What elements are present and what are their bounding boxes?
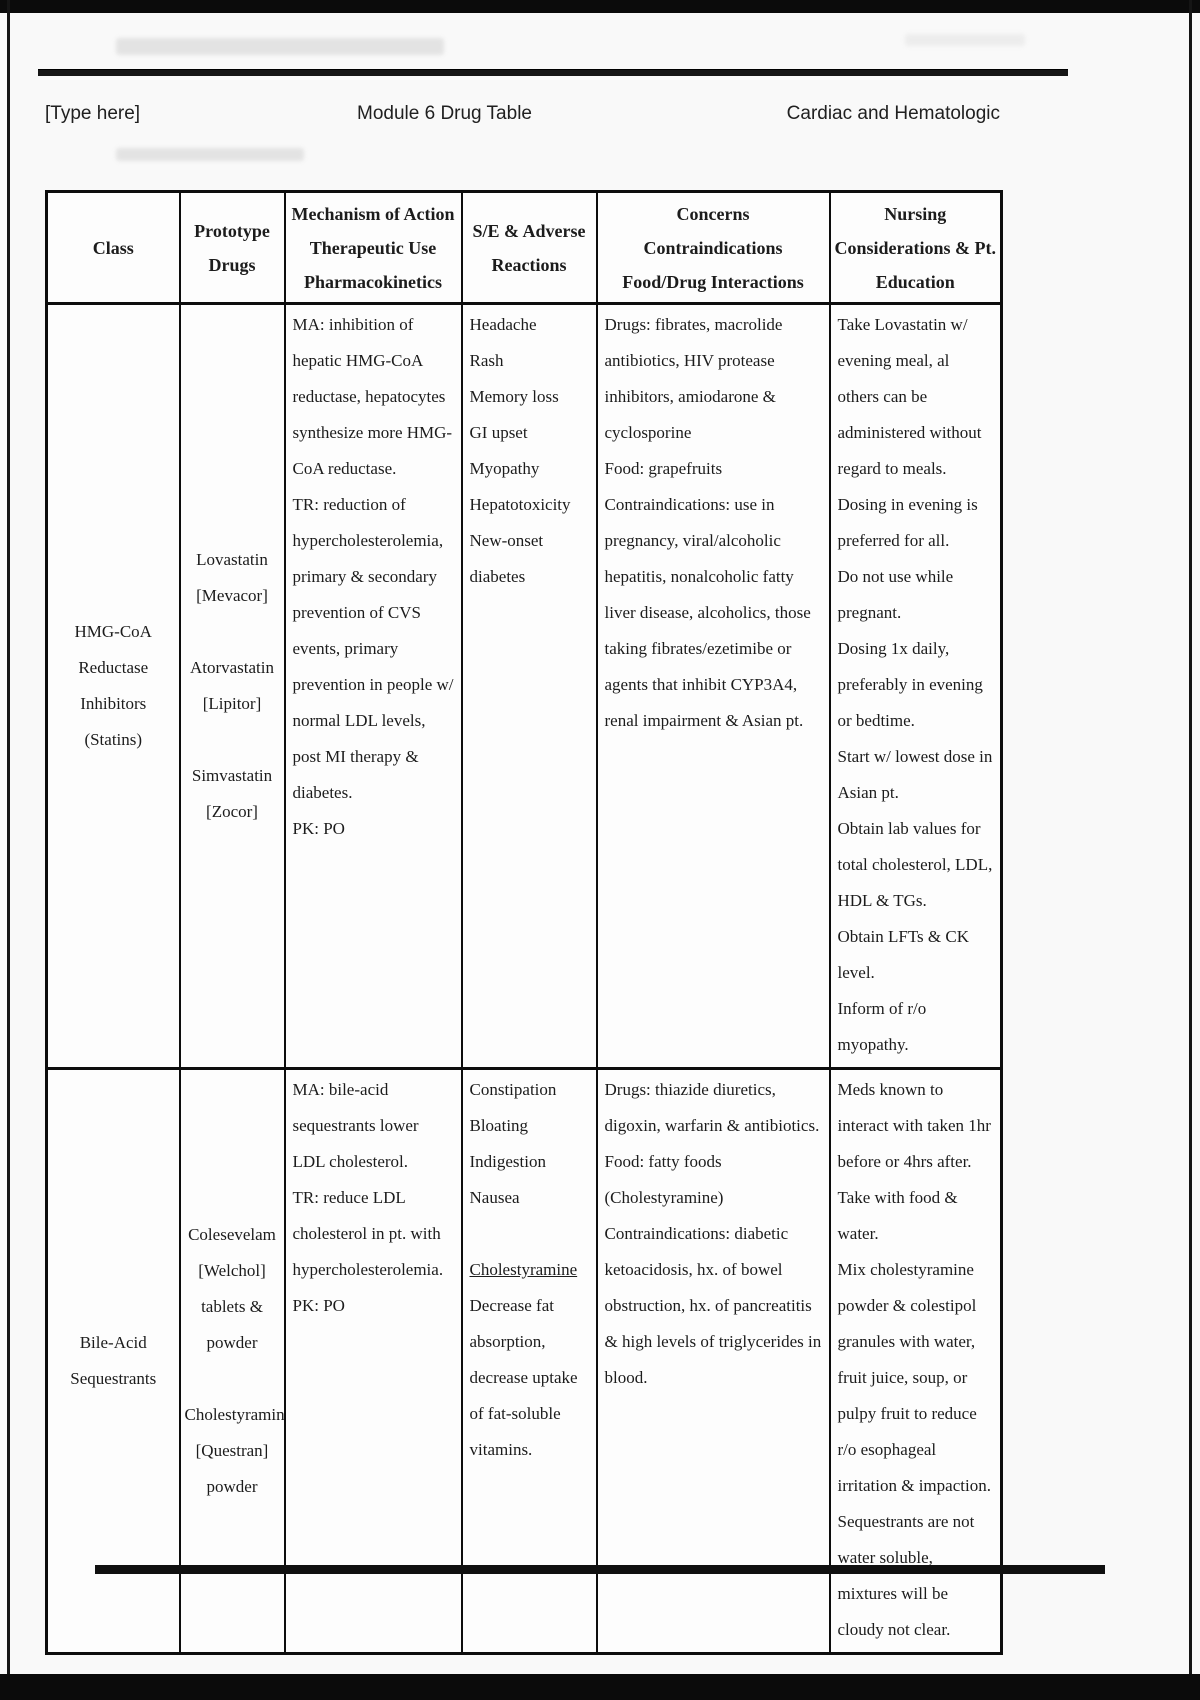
class-name: Bile-Acid Sequestrants xyxy=(70,1333,157,1388)
scan-edge-left xyxy=(7,0,10,1700)
cell-mechanism: MA: inhibition of hepatic HMG-CoA reduct… xyxy=(283,302,463,1070)
scan-artifact xyxy=(116,148,304,161)
mechanism-text: MA: inhibition of hepatic HMG-CoA reduct… xyxy=(292,315,454,838)
col-header-concerns-label: Concerns Contraindications Food/Drug Int… xyxy=(622,203,804,292)
cell-concerns: Drugs: thiazide diuretics, digoxin, warf… xyxy=(595,1067,831,1655)
type-here-placeholder: [Type here] xyxy=(45,103,141,124)
header-section-label: Cardiac and Hematologic xyxy=(786,103,1000,124)
col-header-concerns: Concerns Contraindications Food/Drug Int… xyxy=(595,190,831,305)
col-header-mechanism-label: Mechanism of Action Therapeutic Use Phar… xyxy=(291,203,455,292)
cell-class: Bile-Acid Sequestrants xyxy=(45,1067,181,1655)
drug-table: Class Prototype Drugs Mechanism of Actio… xyxy=(45,190,1003,1655)
nursing-text: Take Lovastatin w/ evening meal, al othe… xyxy=(837,315,993,1054)
page-header: [Type here] Module 6 Drug Table Cardiac … xyxy=(45,103,1000,125)
cell-side-effects: Constipation Bloating Indigestion Nausea… xyxy=(460,1067,598,1655)
scan-artifact xyxy=(905,34,1025,46)
col-header-side-effects: S/E & Adverse Reactions xyxy=(460,190,598,305)
col-header-class-label: Class xyxy=(92,237,134,258)
cell-prototype-drugs: Lovastatin [Mevacor] Atorvastatin [Lipit… xyxy=(178,302,286,1070)
drug-entry: Simvastatin [Zocor] xyxy=(191,766,273,821)
class-name: HMG-CoA Reductase Inhibitors (Statins) xyxy=(74,622,152,749)
table-row-statins: HMG-CoA Reductase Inhibitors (Statins) L… xyxy=(45,302,1003,1070)
document-title: Module 6 Drug Table xyxy=(357,103,532,124)
col-header-prototype-label: Prototype Drugs xyxy=(194,220,270,275)
concerns-text: Drugs: fibrates, macrolide antibiotics, … xyxy=(604,315,811,730)
cell-prototype-drugs: Colesevelam [Welchol] tablets & powder C… xyxy=(178,1067,286,1655)
header-divider-rule xyxy=(38,69,1068,76)
drug-entry: Atorvastatin [Lipitor] xyxy=(189,658,275,713)
drug-entry: Lovastatin [Mevacor] xyxy=(196,550,268,605)
cell-class: HMG-CoA Reductase Inhibitors (Statins) xyxy=(45,302,181,1070)
side-effects-detail: Decrease fat absorption, decrease uptake… xyxy=(469,1296,578,1459)
table-row-bile-acid-sequestrants: Bile-Acid Sequestrants Colesevelam [Welc… xyxy=(45,1067,1003,1655)
drug-entry: Cholestyramine [Questran] powder xyxy=(184,1405,285,1496)
side-effects-text: Constipation Bloating Indigestion Nausea xyxy=(469,1080,557,1207)
scan-edge-bottom xyxy=(0,1674,1200,1700)
drug-entry: Colesevelam [Welchol] tablets & powder xyxy=(188,1225,276,1352)
scan-artifact xyxy=(116,38,444,55)
cell-concerns: Drugs: fibrates, macrolide antibiotics, … xyxy=(595,302,831,1070)
nursing-text: Meds known to interact with taken 1hr be… xyxy=(837,1080,991,1639)
col-header-nursing-label: Nursing Considerations & Pt. Education xyxy=(834,203,997,292)
scan-edge-top xyxy=(0,0,1200,13)
col-header-prototype-drugs: Prototype Drugs xyxy=(178,190,286,305)
cell-nursing: Take Lovastatin w/ evening meal, al othe… xyxy=(828,302,1003,1070)
col-header-mechanism: Mechanism of Action Therapeutic Use Phar… xyxy=(283,190,463,305)
table-header-row: Class Prototype Drugs Mechanism of Actio… xyxy=(45,190,1003,305)
col-header-nursing: Nursing Considerations & Pt. Education xyxy=(828,190,1003,305)
concerns-text: Drugs: thiazide diuretics, digoxin, warf… xyxy=(604,1080,822,1387)
cell-side-effects: Headache Rash Memory loss GI upset Myopa… xyxy=(460,302,598,1070)
cell-mechanism: MA: bile-acid sequestrants lower LDL cho… xyxy=(283,1067,463,1655)
side-effects-drug-subheading: Cholestyramine xyxy=(469,1260,578,1279)
cell-nursing: Meds known to interact with taken 1hr be… xyxy=(828,1067,1003,1655)
side-effects-text: Headache Rash Memory loss GI upset Myopa… xyxy=(469,315,571,586)
col-header-class: Class xyxy=(45,190,181,305)
mechanism-text: MA: bile-acid sequestrants lower LDL cho… xyxy=(292,1080,444,1315)
footer-rule xyxy=(95,1565,1105,1574)
col-header-side-effects-label: S/E & Adverse Reactions xyxy=(472,220,586,275)
scan-edge-right xyxy=(1189,0,1192,1700)
